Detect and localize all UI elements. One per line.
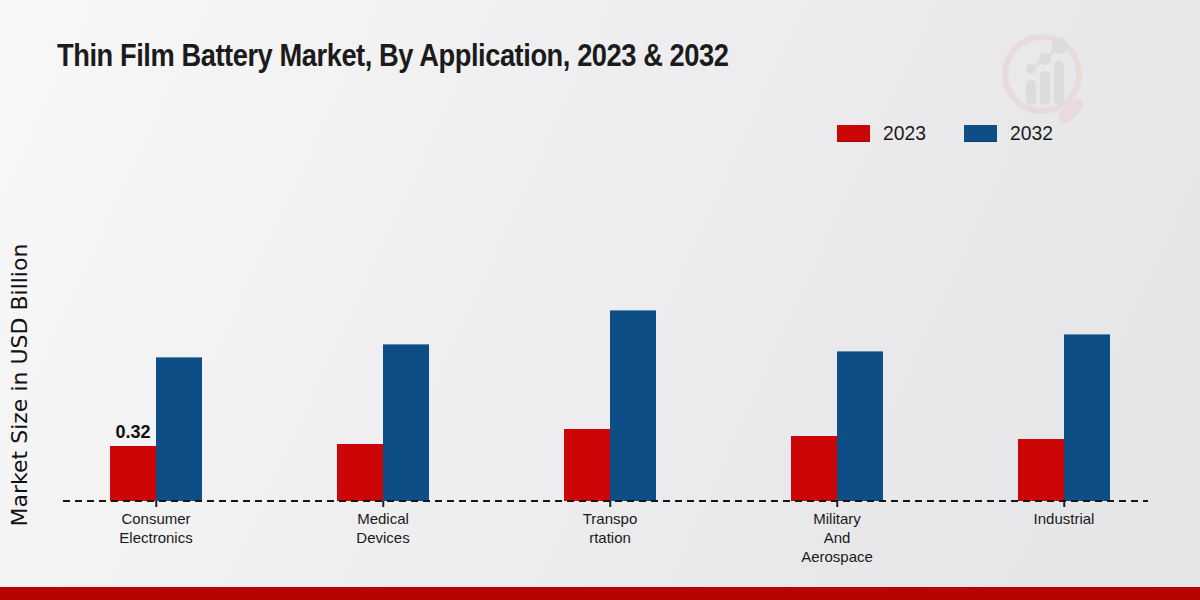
bar-value-label: 0.32: [103, 422, 163, 443]
legend-swatch-2023: [837, 125, 870, 142]
category-label-4: Industrial: [984, 509, 1144, 528]
legend-swatch-2032: [964, 125, 997, 142]
x-axis-tick: [155, 501, 157, 507]
category-label-1: MedicalDevices: [303, 509, 463, 547]
legend: 2023 2032: [837, 121, 1090, 145]
x-axis-tick: [1063, 501, 1065, 507]
bar-2023-category-4: [1018, 439, 1064, 501]
legend-label-2032: 2032: [1010, 121, 1053, 145]
bar-2032-category-2: [610, 310, 656, 501]
x-axis-tick: [836, 501, 838, 507]
bar-2023-category-3: [791, 436, 837, 501]
bar-2032-category-1: [383, 344, 429, 501]
magnifier-bar-chart-logo-icon: [988, 28, 1100, 132]
bar-2023-category-1: [337, 444, 383, 501]
category-label-3: MilitaryAndAerospace: [757, 509, 917, 566]
footer-bar: [0, 587, 1200, 600]
bar-2023-category-0: [110, 446, 156, 501]
x-axis-tick: [382, 501, 384, 507]
legend-label-2023: 2023: [883, 121, 926, 145]
category-label-0: ConsumerElectronics: [76, 509, 236, 547]
chart-title: Thin Film Battery Market, By Application…: [57, 38, 729, 74]
chart-canvas: Thin Film Battery Market, By Application…: [0, 0, 1200, 600]
category-label-2: Transportation: [530, 509, 690, 547]
bar-2032-category-3: [837, 351, 883, 501]
x-axis-baseline: [63, 500, 1148, 502]
x-axis-tick: [609, 501, 611, 507]
y-axis-label: Market Size in USD Billion: [7, 185, 37, 585]
bar-2032-category-4: [1064, 334, 1110, 501]
bar-2023-category-2: [564, 429, 610, 501]
